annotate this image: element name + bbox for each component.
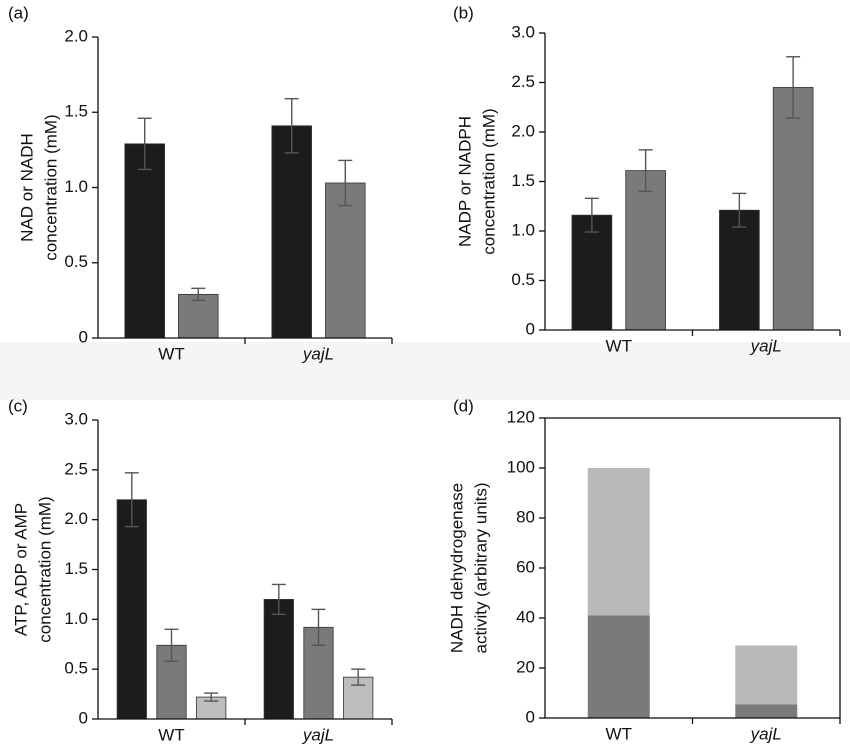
y-tick-label: 1.0 xyxy=(64,609,88,628)
y-tick-label: 0 xyxy=(526,319,535,338)
y-tick-label: 0 xyxy=(79,708,88,727)
error-bar xyxy=(284,98,299,154)
x-tick-label: yajL xyxy=(750,336,782,355)
panel-label: (a) xyxy=(8,3,29,22)
y-tick-label: 0.5 xyxy=(511,270,535,289)
bar xyxy=(178,293,219,339)
bar xyxy=(116,499,147,720)
y-tick-label: 2.5 xyxy=(64,459,88,478)
y-tick-label: 2.5 xyxy=(511,72,535,91)
bar-segment xyxy=(587,615,650,718)
bar xyxy=(124,143,165,339)
bar xyxy=(719,209,760,331)
error-bar xyxy=(137,117,152,171)
y-tick-label: 3.0 xyxy=(64,409,88,428)
y-axis-label: concentration (mM) xyxy=(35,496,54,642)
bar xyxy=(772,87,814,331)
y-axis-label: concentration (mM) xyxy=(41,114,60,260)
y-tick-label: 0 xyxy=(79,327,88,346)
y-axis-label: NADH dehydrogenase xyxy=(447,483,466,653)
error-bar xyxy=(584,197,599,233)
error-bar xyxy=(732,192,747,228)
y-axis-label: ATP, ADP or AMP xyxy=(11,503,30,636)
error-bar xyxy=(271,583,286,616)
x-tick-label: yajL xyxy=(302,344,334,363)
error-bar xyxy=(191,287,206,302)
error-bar xyxy=(786,56,801,119)
bar xyxy=(263,599,294,720)
y-tick-label: 0.5 xyxy=(64,252,88,271)
y-tick-label: 1.5 xyxy=(511,171,535,190)
error-bar xyxy=(338,159,353,207)
error-bar xyxy=(351,668,366,686)
y-tick-label: 2.0 xyxy=(511,121,535,140)
y-tick-label: 80 xyxy=(516,507,535,526)
y-tick-label: 120 xyxy=(507,407,535,426)
y-axis-label: NADP or NADPH xyxy=(455,116,474,247)
error-bar xyxy=(638,149,653,193)
bar-segment xyxy=(735,704,798,718)
bar xyxy=(625,170,666,331)
y-tick-label: 0.5 xyxy=(64,659,88,678)
y-tick-label: 1.5 xyxy=(64,559,88,578)
y-tick-label: 60 xyxy=(516,557,535,576)
axes xyxy=(544,33,840,331)
x-tick-label: WT xyxy=(158,725,184,744)
bar-segment xyxy=(587,468,650,616)
bar xyxy=(271,125,312,339)
y-tick-label: 20 xyxy=(516,657,535,676)
panel-label: (d) xyxy=(453,396,474,415)
y-tick-label: 1.0 xyxy=(511,220,535,239)
bar xyxy=(571,214,613,331)
y-tick-label: 1.0 xyxy=(64,177,88,196)
x-tick-label: WT xyxy=(158,344,184,363)
y-axis-label: NAD or NADH xyxy=(17,133,36,242)
y-tick-label: 2.0 xyxy=(64,509,88,528)
bar-segment xyxy=(735,645,798,705)
y-tick-label: 40 xyxy=(516,607,535,626)
y-axis-label: activity (arbitrary units) xyxy=(471,483,490,654)
y-tick-label: 3.0 xyxy=(511,22,535,41)
y-tick-label: 0 xyxy=(526,707,535,726)
x-tick-label: yajL xyxy=(750,724,782,743)
axes xyxy=(97,37,392,339)
y-axis-label: concentration (mM) xyxy=(479,108,498,254)
x-tick-label: WT xyxy=(606,724,632,743)
x-tick-label: yajL xyxy=(302,725,334,744)
error-bar xyxy=(311,608,326,646)
axes xyxy=(97,420,392,720)
y-tick-label: 1.5 xyxy=(64,102,88,121)
bar xyxy=(325,182,366,339)
panel-label: (c) xyxy=(8,396,28,415)
panel-label: (b) xyxy=(453,3,474,22)
y-tick-label: 2.0 xyxy=(64,26,88,45)
y-tick-label: 100 xyxy=(507,457,535,476)
error-bar xyxy=(164,628,179,662)
error-bar xyxy=(204,692,219,702)
x-tick-label: WT xyxy=(606,336,632,355)
background-band xyxy=(0,342,850,400)
error-bar xyxy=(124,472,139,528)
